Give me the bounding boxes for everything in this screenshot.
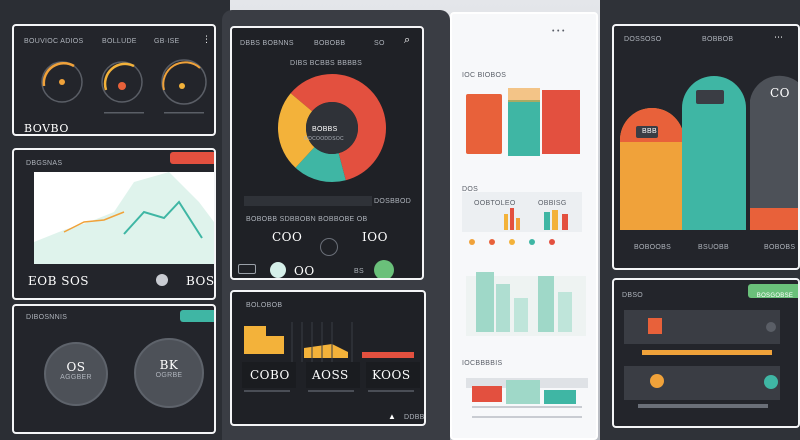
- section-label: IOCBBBBIS: [462, 360, 503, 367]
- stat-left: COO: [272, 230, 303, 244]
- file-icon: [648, 318, 662, 334]
- filter-tag[interactable]: [170, 152, 214, 164]
- list-row[interactable]: [624, 366, 780, 400]
- status-tag[interactable]: [180, 310, 214, 322]
- panel-title-right: BOBOBB: [314, 40, 346, 47]
- value-a: COBO: [250, 368, 290, 382]
- panel-title: BOUVIOC ADIOS: [24, 38, 84, 45]
- stat-mid: OO: [294, 264, 315, 278]
- area-chart: [34, 172, 214, 264]
- panel-footer: BOVBO: [24, 122, 69, 135]
- caption-bar: BOBOBB SDBBOBN BOBBOBE OB: [246, 216, 368, 223]
- panel-title: IOC BIOBOS: [462, 72, 507, 79]
- panel-title: DOSSOSO: [624, 36, 662, 43]
- chart-title-2: OBBISG: [538, 200, 567, 207]
- bars: [242, 322, 420, 392]
- light-report-panel: • • • IOC BIOBOS DOS OOBTOLEO OBBISG IOC…: [450, 12, 598, 440]
- donut-panel: DBBS BOBNNS BOBOBB SO ⌕ DIBS BCBBS BBBBS…: [230, 26, 424, 280]
- footer-label-2: BSUOBB: [698, 244, 729, 251]
- light-charts: [462, 88, 588, 418]
- more-icon[interactable]: ⋯: [774, 32, 783, 42]
- bar-label-1: BBB: [642, 128, 657, 135]
- bar-label-2: CO: [770, 86, 791, 100]
- coin-icon: [650, 374, 664, 388]
- panel-title: DIBOSNNIS: [26, 314, 68, 321]
- value-c: KOOS: [372, 368, 411, 382]
- gauge-panel: BOUVIOC ADIOS BOLLUDE GB·ISE ⋮ BOVBO: [12, 24, 216, 136]
- row-dot: [766, 322, 776, 332]
- chart-title: OOBTOLEO: [474, 200, 516, 207]
- list-panel: DBSO BOSGOBSE: [612, 278, 800, 428]
- list-divider: [638, 404, 768, 408]
- chart-subtitle: DOS: [462, 186, 479, 193]
- chart-area: [34, 172, 214, 264]
- window-controls[interactable]: • • •: [552, 28, 565, 35]
- footer-label-3: BOBOBS: [764, 244, 796, 251]
- search-icon[interactable]: ⌕: [404, 34, 411, 46]
- panel-corner: GB·ISE: [154, 38, 180, 45]
- right-circle: BK OGRBE: [134, 338, 204, 408]
- value-b: AOSS: [312, 368, 349, 382]
- list-divider: [642, 350, 772, 355]
- circle-stats-panel: DIBOSNNIS OS AGGBER BK OGRBE: [12, 304, 216, 434]
- chart-toggle-icon[interactable]: [374, 260, 394, 278]
- left-value: EOB SOS: [28, 274, 90, 288]
- column-chart-panel: DOSSOSO BOBBOB ⋯ BBB CO BOBOOBS BSUOBB B…: [612, 24, 800, 270]
- gauge-icons: [41, 59, 207, 114]
- stat-corner: BS: [354, 268, 364, 275]
- settings-icon[interactable]: [156, 274, 168, 286]
- toggle-box[interactable]: [238, 264, 256, 274]
- status-dot: [270, 262, 286, 278]
- panel-title: BOLOBOB: [246, 302, 283, 309]
- area-chart-panel: DBGSNAS EOB SOS BOS: [12, 148, 216, 300]
- lock-icon[interactable]: ▲: [388, 412, 396, 421]
- list-row[interactable]: [624, 310, 780, 344]
- panel-corner-label: SO: [374, 40, 385, 47]
- footer-label-1: BOBOOBS: [634, 244, 672, 251]
- donut-label: BOBBS: [312, 126, 338, 133]
- panel-title-right: BOBBOB: [702, 36, 734, 43]
- refresh-icon[interactable]: [320, 238, 338, 256]
- panel-title: DBBS BOBNNS: [240, 40, 294, 47]
- left-circle: OS AGGBER: [44, 342, 108, 406]
- more-icon[interactable]: ⋮: [202, 34, 211, 44]
- stat-right: IOO: [362, 230, 388, 244]
- check-icon: [764, 375, 778, 389]
- caption-right: DOSBBOD: [374, 198, 412, 205]
- donut-sub: ODCOODDSOC: [304, 136, 344, 142]
- action-button[interactable]: BOSGOBSE: [748, 284, 798, 299]
- panel-title: DBGSNAS: [26, 160, 63, 167]
- bar-chart-panel: BOLOBOB COBO AOSS KOOS ▲ DDBB: [230, 290, 426, 426]
- right-value: BOS: [186, 274, 215, 288]
- panel-title: DBSO: [622, 292, 644, 299]
- column-bars: [620, 75, 798, 230]
- panel-title-right: BOLLUDE: [102, 38, 137, 45]
- donut-subtitle: DIBS BCBBS BBBBS: [290, 60, 363, 67]
- donut-chart: [244, 74, 386, 206]
- panel-corner: DDBB: [404, 414, 425, 421]
